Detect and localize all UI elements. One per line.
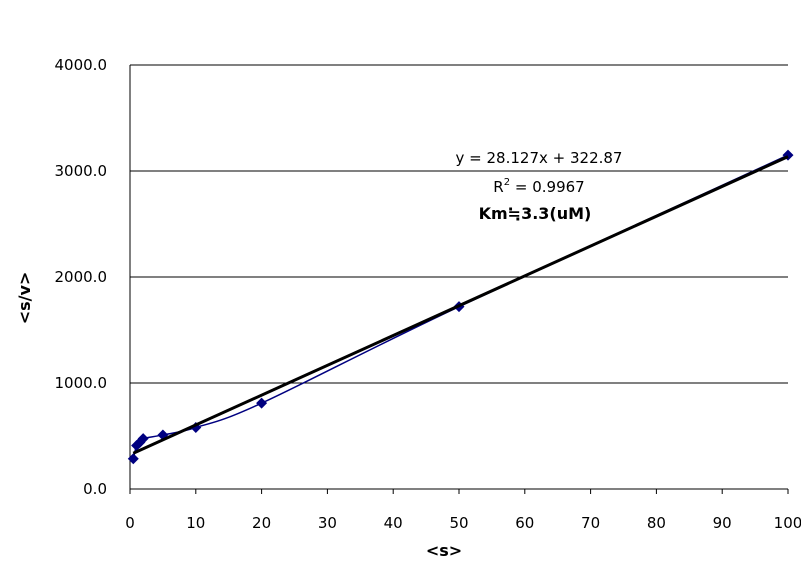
y-tick-label: 2000.0 bbox=[55, 268, 108, 286]
r-squared-label: R2 = 0.9967 bbox=[493, 177, 584, 196]
x-tick-label: 40 bbox=[384, 514, 403, 532]
data-point bbox=[127, 453, 139, 465]
x-tick-label: 80 bbox=[647, 514, 666, 532]
x-tick-label: 50 bbox=[449, 514, 468, 532]
x-tick-label: 10 bbox=[186, 514, 205, 532]
trendline-layer bbox=[132, 155, 789, 455]
y-tick-label: 3000.0 bbox=[55, 162, 108, 180]
x-tick-label: 20 bbox=[252, 514, 271, 532]
linear-trendline bbox=[132, 155, 789, 455]
trendline-equation: y = 28.127x + 322.87 bbox=[456, 149, 623, 167]
gridlines bbox=[130, 64, 788, 384]
axes bbox=[129, 65, 789, 494]
r-squared-value: = 0.9967 bbox=[510, 178, 585, 196]
y-tick-label: 0.0 bbox=[83, 480, 107, 498]
y-tick-label: 4000.0 bbox=[55, 56, 108, 74]
x-tick-label: 100 bbox=[774, 514, 801, 532]
y-tick-label: 1000.0 bbox=[55, 374, 108, 392]
x-axis-title: <s> bbox=[426, 541, 462, 560]
x-tick-label: 60 bbox=[515, 514, 534, 532]
x-tick-label: 0 bbox=[125, 514, 135, 532]
y-axis-title: <s/v> bbox=[15, 272, 34, 325]
x-tick-label: 30 bbox=[318, 514, 337, 532]
km-annotation: Km≒3.3(uM) bbox=[479, 204, 592, 223]
data-point bbox=[256, 397, 268, 409]
r-squared-prefix: R bbox=[493, 178, 503, 196]
tick-labels: 0.0 1000.0 2000.0 3000.0 4000.0 0 10 20 30 40 50 60… bbox=[55, 56, 801, 532]
x-tick-label: 90 bbox=[713, 514, 732, 532]
data-point bbox=[137, 433, 149, 445]
r-squared-superscript: 2 bbox=[504, 177, 510, 188]
x-tick-label: 70 bbox=[581, 514, 600, 532]
